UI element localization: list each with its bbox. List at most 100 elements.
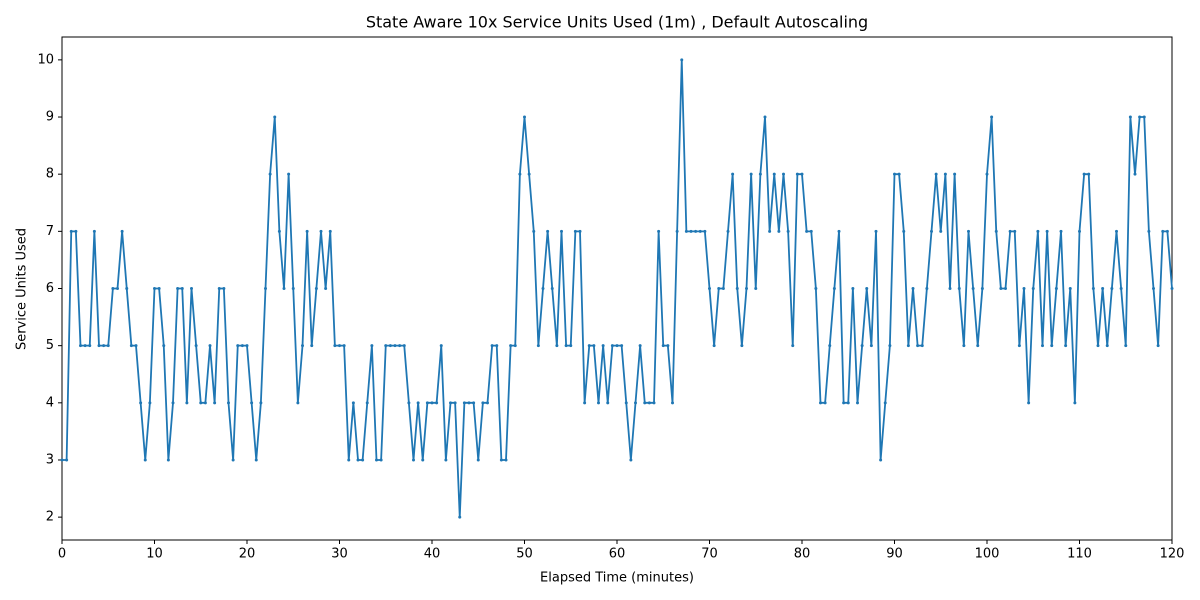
data-point: [398, 344, 402, 348]
data-point: [643, 401, 647, 405]
data-point: [83, 344, 87, 348]
data-point: [1161, 229, 1165, 233]
data-point: [481, 401, 485, 405]
data-point: [523, 115, 526, 119]
data-point: [1110, 287, 1114, 290]
y-tick-label: 4: [46, 395, 54, 410]
data-point: [74, 229, 78, 233]
data-point: [1008, 229, 1012, 233]
data-point: [458, 515, 462, 519]
data-point: [698, 229, 702, 233]
data-point: [111, 287, 115, 290]
data-point: [837, 229, 841, 233]
data-point: [550, 287, 554, 290]
data-point: [1152, 287, 1155, 290]
data-point: [976, 344, 980, 348]
data-point: [883, 401, 887, 405]
data-point: [92, 229, 96, 233]
data-point: [476, 458, 480, 462]
data-point: [888, 344, 892, 348]
data-point: [879, 458, 883, 462]
data-point: [412, 458, 415, 462]
data-point: [1073, 401, 1077, 405]
data-point: [1115, 229, 1118, 233]
data-point: [897, 172, 901, 176]
data-point: [564, 344, 568, 348]
data-point: [814, 287, 818, 290]
data-point: [846, 401, 850, 405]
data-point: [1031, 287, 1035, 290]
data-point: [305, 229, 309, 233]
x-tick-label: 10: [146, 547, 163, 562]
data-point: [217, 287, 221, 290]
data-point: [347, 458, 351, 462]
chart-title: State Aware 10x Service Units Used (1m) …: [366, 13, 868, 32]
data-point: [684, 229, 688, 233]
data-point: [416, 401, 420, 405]
data-point: [328, 229, 332, 233]
data-point: [393, 344, 397, 348]
y-axis-label: Service Units Used: [15, 228, 30, 350]
data-point: [745, 287, 748, 290]
data-point: [763, 115, 767, 119]
data-point: [435, 401, 439, 405]
data-point: [624, 401, 628, 405]
data-point: [375, 458, 378, 462]
data-point: [388, 344, 392, 348]
data-point: [990, 115, 994, 119]
data-point: [731, 172, 735, 176]
data-point: [902, 229, 906, 233]
data-point: [832, 287, 836, 290]
data-point: [453, 401, 457, 405]
data-point: [786, 229, 790, 233]
data-point: [439, 344, 443, 348]
data-point: [282, 287, 286, 290]
data-point: [486, 401, 489, 405]
data-point: [143, 458, 147, 462]
data-point: [1156, 344, 1160, 348]
data-point: [518, 172, 522, 176]
data-point: [777, 229, 781, 233]
data-point: [962, 344, 966, 348]
data-point: [342, 344, 346, 348]
data-point: [162, 344, 166, 348]
x-tick-label: 80: [794, 547, 811, 562]
data-point: [1128, 115, 1132, 119]
data-point: [245, 344, 249, 348]
data-point: [647, 401, 651, 405]
data-point: [675, 229, 679, 233]
data-point: [227, 401, 230, 405]
data-point: [532, 229, 536, 233]
data-point: [166, 458, 170, 462]
x-axis-label: Elapsed Time (minutes): [540, 571, 694, 586]
data-point: [851, 287, 855, 290]
data-point: [795, 172, 799, 176]
data-point: [462, 401, 466, 405]
data-point: [634, 401, 637, 405]
data-point: [1087, 172, 1091, 176]
data-point: [213, 401, 217, 405]
data-point: [657, 229, 661, 233]
data-point: [703, 229, 707, 233]
x-tick-label: 30: [331, 547, 348, 562]
data-point: [231, 458, 235, 462]
data-point: [560, 229, 563, 233]
data-point: [638, 344, 642, 348]
data-point: [259, 401, 263, 405]
data-point: [264, 287, 267, 290]
data-point: [555, 344, 559, 348]
data-point: [671, 401, 674, 405]
data-point: [1096, 344, 1100, 348]
data-point: [1036, 229, 1040, 233]
data-point: [1078, 229, 1081, 233]
data-point: [444, 458, 448, 462]
data-point: [129, 344, 133, 348]
data-point: [125, 287, 129, 290]
data-point: [652, 401, 656, 405]
data-point: [495, 344, 499, 348]
data-point: [421, 458, 425, 462]
x-tick-label: 70: [701, 547, 718, 562]
y-tick-label: 2: [46, 510, 54, 525]
data-point: [805, 229, 809, 233]
data-point: [291, 287, 295, 290]
